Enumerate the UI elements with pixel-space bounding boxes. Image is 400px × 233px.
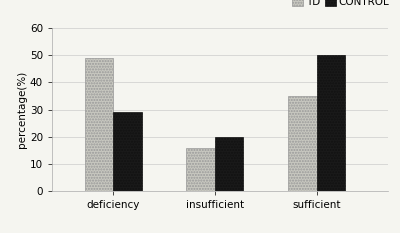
Bar [113, 112, 142, 191]
Y-axis label: percentage(%): percentage(%) [17, 71, 27, 148]
Bar [317, 55, 345, 191]
Bar [288, 96, 317, 191]
Bar [186, 147, 215, 191]
Bar [84, 58, 113, 191]
Legend: TD, CONTROL: TD, CONTROL [292, 0, 390, 7]
Bar [215, 137, 244, 191]
